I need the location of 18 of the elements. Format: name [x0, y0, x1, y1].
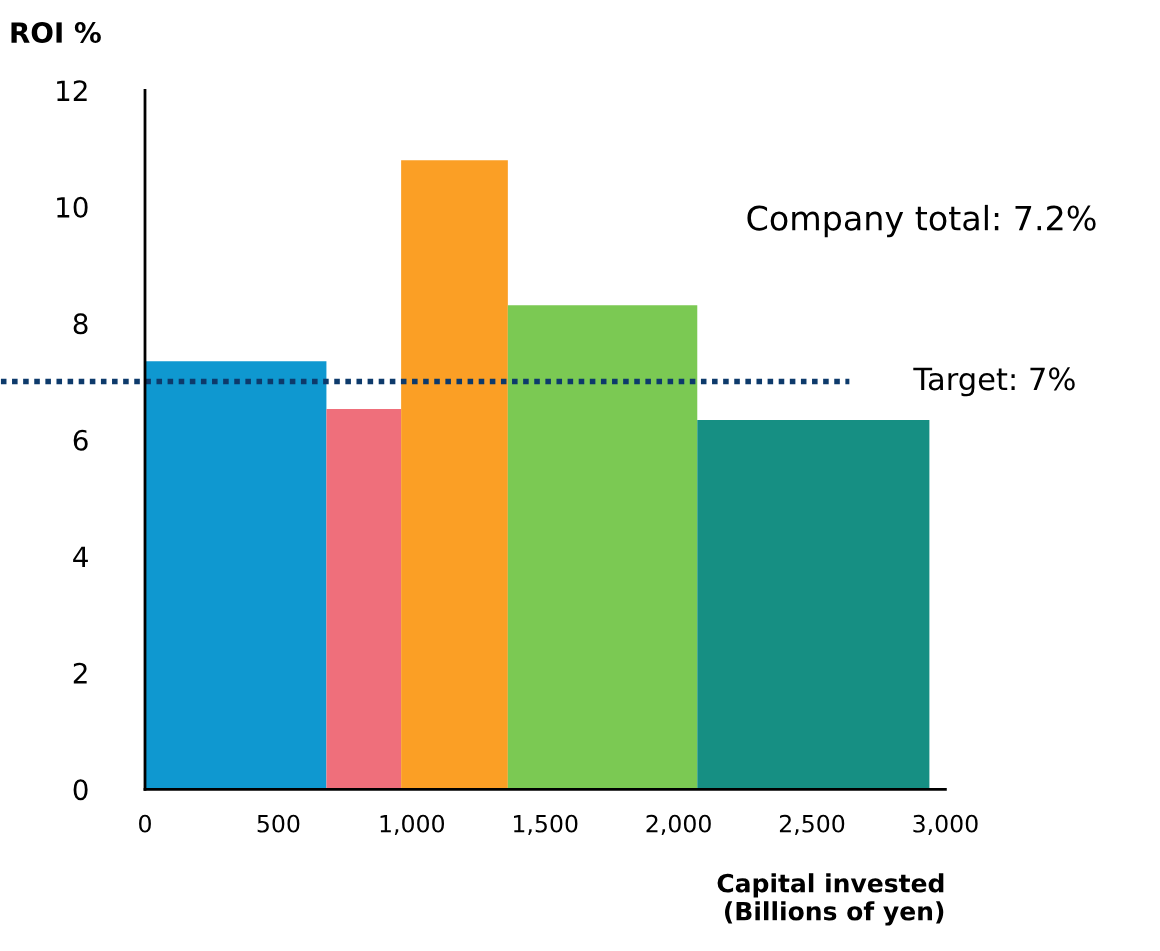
y-axis-title: ROI %: [11, 22, 101, 44]
x-tick-label: 2,000: [646, 814, 711, 836]
annotation: Company total: 7.2%: [747, 204, 1096, 238]
ref-line-label: Target: 7%: [913, 367, 1075, 397]
x-tick-label: 2,500: [779, 814, 845, 836]
x-axis-title: Capital invested (Billions of yen): [717, 873, 944, 926]
y-tick-label: 0: [73, 779, 88, 801]
y-tick-label: 2: [73, 662, 87, 684]
x-tick-label: 500: [257, 814, 300, 833]
y-tick-label: 6: [73, 429, 88, 451]
x-tick-label: 1,000: [380, 814, 445, 836]
y-tick-label: 4: [73, 546, 88, 567]
x-tick-label: 1,500: [514, 814, 578, 836]
x-tick-label: 0: [139, 814, 151, 833]
y-tick-label: 10: [57, 196, 88, 218]
y-tick-label: 12: [57, 80, 87, 101]
y-tick-label: 8: [73, 313, 88, 335]
x-tick-label: 3,000: [913, 814, 978, 836]
